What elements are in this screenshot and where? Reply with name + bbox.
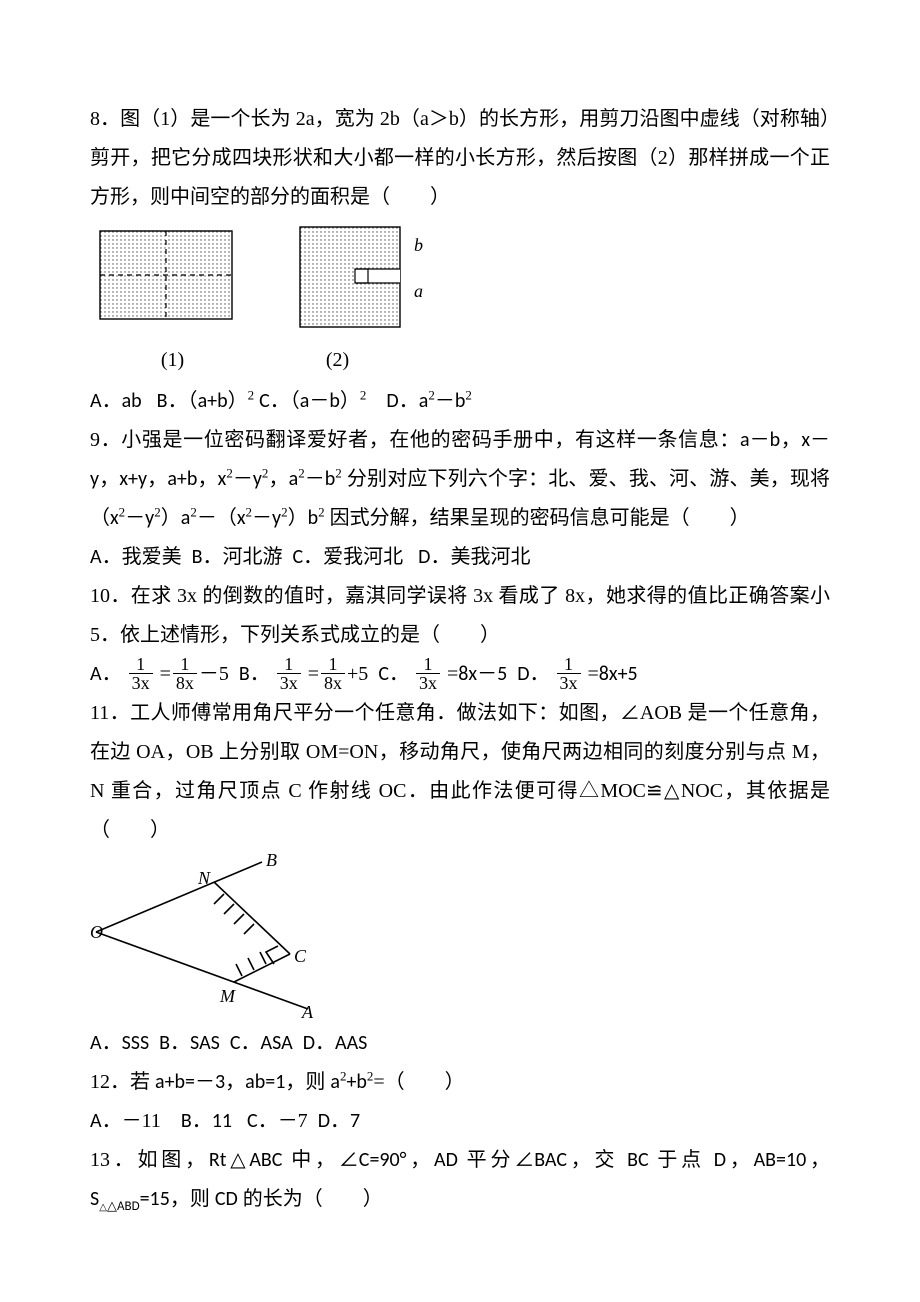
q8-svg: b a bbox=[90, 221, 510, 341]
q9-text: 9．小强是一位密码翻译爱好者，在他的密码手册中，有这样一条信息：a－b，x－y，… bbox=[90, 421, 830, 538]
q8-optA: ab bbox=[122, 389, 142, 413]
q11-optA: SSS bbox=[122, 1031, 150, 1055]
q9-optC: 爱我河北 bbox=[323, 546, 403, 568]
q8-fig2-label: (2) bbox=[255, 341, 420, 380]
q12-options: A．－11 B．11 C．－7 D．7 bbox=[90, 1102, 830, 1141]
q8-options: A．ab B．（a+b）2 C．（a－b）2 D．a2－b2 bbox=[90, 382, 830, 421]
svg-text:a: a bbox=[414, 281, 423, 301]
q9-options: A．我爱美 B．河北游 C．爱我河北 D．美我河北 bbox=[90, 538, 830, 577]
q10-text: 10．在求 3x 的倒数的值时，嘉淇同学误将 3x 看成了 8x，她求得的值比正… bbox=[90, 577, 830, 655]
q11-optD: AAS bbox=[335, 1031, 367, 1055]
svg-text:B: B bbox=[266, 854, 277, 870]
q9-optB: 河北游 bbox=[222, 546, 282, 568]
q10-options: A． 13x =18x－5 B． 13x =18x+5 C． 13x =8x－5… bbox=[90, 655, 830, 694]
q12-optC: －7 bbox=[278, 1110, 308, 1132]
q9-optD: 美我河北 bbox=[450, 546, 530, 568]
svg-text:A: A bbox=[301, 1002, 314, 1022]
q11-options: A．SSS B．SAS C．ASA D．AAS bbox=[90, 1024, 830, 1063]
q12-optB: 11 bbox=[212, 1109, 232, 1133]
q13-sub: △ABD bbox=[107, 1199, 140, 1214]
q11-figure: O B A N M C bbox=[90, 854, 830, 1022]
q11-text: 11．工人师傅常用角尺平分一个任意角．做法如下：如图，∠AOB 是一个任意角，在… bbox=[90, 694, 830, 850]
q11-optB: SAS bbox=[190, 1031, 220, 1055]
q8-figures: b a (1) (2) bbox=[90, 221, 830, 380]
q9-optA: 我爱美 bbox=[122, 546, 182, 568]
svg-text:N: N bbox=[197, 868, 211, 888]
q12-optA: －11 bbox=[122, 1110, 161, 1132]
q12-optD: 7 bbox=[350, 1109, 360, 1133]
q11-svg: O B A N M C bbox=[90, 854, 330, 1022]
q11-optC: ASA bbox=[261, 1031, 293, 1055]
q8-text: 8．图（1）是一个长为 2a，宽为 2b（a＞b）的长方形，用剪刀沿图中虚线（对… bbox=[90, 100, 830, 217]
q13-text: 13．如图，Rt△ABC 中，∠C=90°，AD 平分∠BAC，交 BC 于点 … bbox=[90, 1141, 830, 1219]
svg-text:b: b bbox=[414, 235, 423, 255]
svg-text:O: O bbox=[90, 922, 103, 942]
svg-text:C: C bbox=[294, 946, 307, 966]
exam-page: 8．图（1）是一个长为 2a，宽为 2b（a＞b）的长方形，用剪刀沿图中虚线（对… bbox=[0, 0, 920, 1279]
q12-text: 12．若 a+b=－3，ab=1，则 a2+b2=（ ） bbox=[90, 1063, 830, 1102]
q8-figure-labels: (1) (2) bbox=[90, 341, 420, 380]
q8-fig1-label: (1) bbox=[90, 341, 255, 380]
svg-text:M: M bbox=[219, 986, 236, 1006]
